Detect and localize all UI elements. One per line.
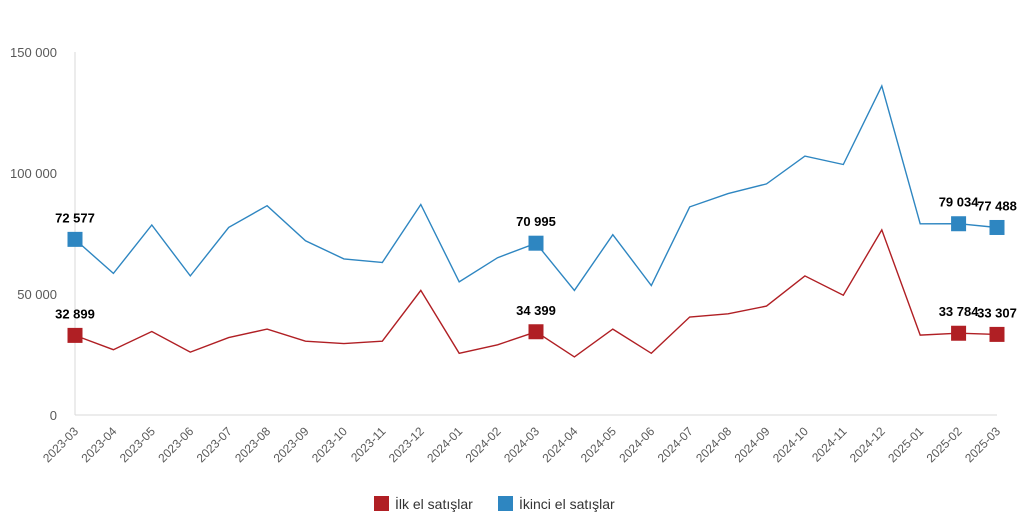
x-tick-label: 2024-12 — [847, 424, 888, 465]
x-tick-label: 2023-03 — [40, 424, 81, 465]
y-tick-label: 0 — [50, 408, 57, 423]
x-tick-label: 2024-11 — [809, 424, 850, 465]
x-axis: 2023-032023-042023-052023-062023-072023-… — [40, 414, 1003, 465]
x-tick-label: 2023-12 — [386, 424, 427, 465]
x-tick-label: 2023-10 — [309, 424, 350, 465]
x-tick-label: 2023-08 — [232, 424, 273, 465]
y-tick-label: 150 000 — [10, 45, 57, 60]
data-label: 33 307 — [977, 305, 1017, 320]
data-point-marker — [528, 324, 544, 340]
data-label: 32 899 — [55, 306, 95, 321]
y-axis: 0 50 000 100 000 150 000 — [10, 45, 76, 423]
x-tick-label: 2024-09 — [732, 424, 773, 465]
x-tick-label: 2023-05 — [117, 424, 158, 465]
data-point-marker — [528, 235, 544, 251]
data-label: 33 784 — [939, 304, 980, 319]
x-tick-label: 2024-02 — [463, 424, 504, 465]
x-tick-label: 2024-06 — [616, 424, 657, 465]
x-tick-label: 2024-07 — [655, 424, 696, 465]
x-tick-label: 2025-03 — [962, 424, 1003, 465]
data-point-marker — [67, 327, 83, 343]
data-label: 77 488 — [977, 198, 1017, 213]
series-layer — [67, 83, 1005, 358]
x-tick-label: 2024-05 — [578, 424, 619, 465]
data-point-marker — [989, 326, 1005, 342]
legend-label: İkinci el satışlar — [519, 495, 615, 512]
y-tick-label: 100 000 — [10, 166, 57, 181]
x-tick-label: 2023-07 — [194, 424, 235, 465]
data-point-marker — [951, 325, 967, 341]
data-label: 79 034 — [939, 195, 980, 210]
data-point-marker — [67, 231, 83, 247]
x-tick-label: 2024-08 — [693, 424, 734, 465]
x-tick-label: 2023-06 — [155, 424, 196, 465]
x-tick-label: 2023-04 — [78, 424, 119, 465]
x-tick-label: 2024-03 — [501, 424, 542, 465]
x-tick-label: 2025-02 — [924, 424, 965, 465]
legend: İlk el satışlar İkinci el satışlar — [374, 495, 615, 512]
legend-swatch — [498, 496, 513, 511]
x-tick-label: 2024-10 — [770, 424, 811, 465]
y-tick-label: 50 000 — [17, 287, 57, 302]
data-point-marker — [951, 216, 967, 232]
legend-swatch — [374, 496, 389, 511]
x-tick-label: 2025-01 — [885, 424, 926, 465]
x-tick-label: 2023-11 — [348, 424, 389, 465]
x-tick-label: 2023-09 — [271, 424, 312, 465]
legend-label: İlk el satışlar — [395, 495, 473, 512]
data-label: 70 995 — [516, 214, 556, 229]
data-label: 34 399 — [516, 303, 556, 318]
x-tick-label: 2024-04 — [539, 424, 580, 465]
series-line — [74, 83, 998, 292]
data-label: 72 577 — [55, 210, 95, 225]
data-point-marker — [989, 219, 1005, 235]
x-tick-label: 2024-01 — [424, 424, 465, 465]
